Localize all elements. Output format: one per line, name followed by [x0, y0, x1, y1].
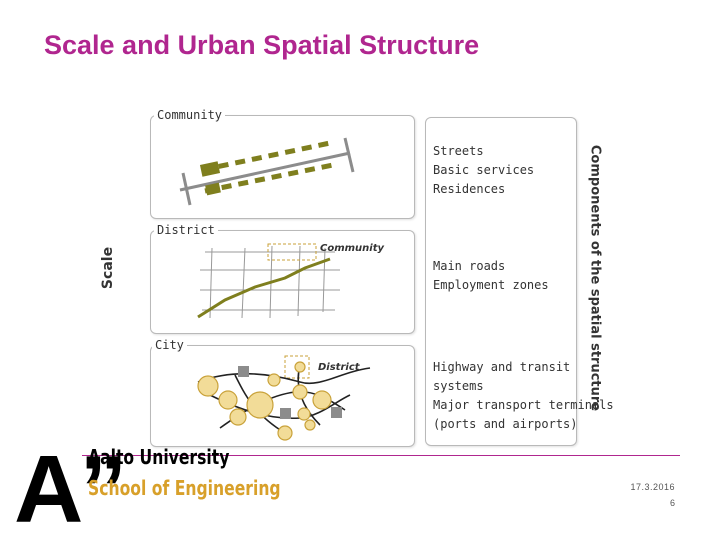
district-main-road — [197, 257, 331, 319]
city-network-illustration — [197, 355, 371, 441]
slide-date: 17.3.2016 — [630, 482, 675, 492]
component-employment-zones: Employment zones — [433, 278, 549, 292]
component-streets: Streets — [433, 144, 484, 158]
component-ports-airports: (ports and airports) — [433, 417, 578, 431]
component-residences: Residences — [433, 182, 506, 196]
district-components: Main roads Employment zones — [433, 257, 549, 295]
footer-divider — [82, 455, 680, 456]
community-panel-label: Community — [154, 108, 226, 122]
district-panel — [150, 230, 415, 334]
community-inset-box — [267, 243, 317, 261]
community-components: Streets Basic services Residences — [433, 142, 534, 199]
city-components: Highway and transit systems Major transp… — [433, 358, 614, 434]
district-inset-label: District — [318, 362, 361, 373]
components-box — [425, 117, 577, 446]
school-name: School of Engineering — [88, 476, 281, 500]
aalto-logo: A” — [14, 436, 127, 543]
community-inset-label: Community — [320, 243, 384, 254]
community-street-illustration — [179, 137, 355, 206]
component-highway-transit: Highway and transit — [433, 360, 571, 374]
component-systems: systems — [433, 379, 484, 393]
district-panel-label: District — [154, 223, 218, 237]
components-axis-label: Components of the spatial structure — [587, 144, 603, 412]
page-number: 6 — [669, 498, 675, 508]
district-grid-illustration — [200, 245, 340, 319]
university-name: Aalto University — [88, 445, 230, 469]
city-panel-label: City — [152, 338, 187, 352]
component-basic-services: Basic services — [433, 163, 535, 177]
component-main-roads: Main roads — [433, 259, 506, 273]
component-major-terminals: Major transport terminals — [433, 398, 614, 412]
scale-axis-label: Scale — [100, 246, 116, 290]
slide-title: Scale and Urban Spatial Structure — [44, 30, 480, 60]
